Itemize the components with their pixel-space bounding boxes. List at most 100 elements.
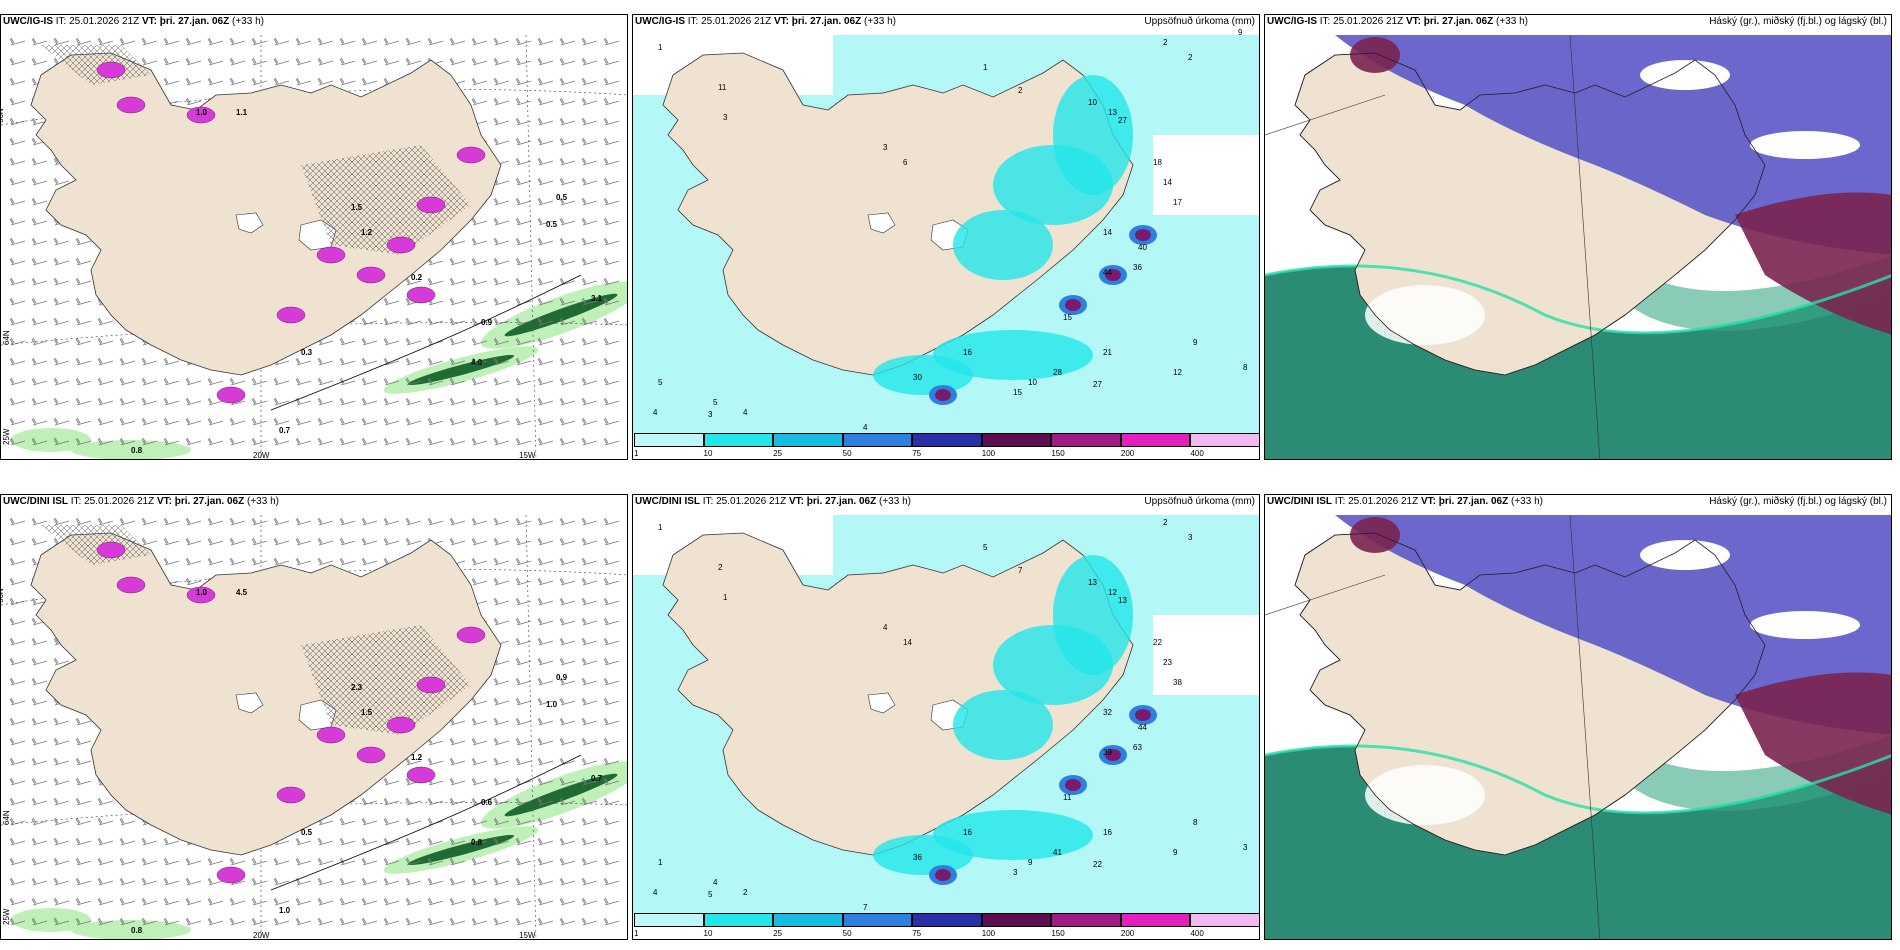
- value-label: 1.5: [351, 203, 363, 212]
- precip-value: 5: [708, 890, 713, 899]
- precip-value: 9: [1028, 858, 1033, 867]
- precip-value: 12: [1108, 588, 1117, 597]
- colorbar-swatch: [773, 913, 843, 927]
- colorbar-tick: 1: [634, 449, 639, 458]
- value-label: 1.2: [361, 228, 373, 237]
- precip-value: 8: [1243, 363, 1248, 372]
- precip-value: 22: [1153, 638, 1162, 647]
- map-accum-precip-ig: 1223113121013271418403644141721282715129…: [633, 15, 1259, 459]
- precip-value: 63: [1133, 743, 1142, 752]
- map-wind-precip-dini: 66N 64N 25W 20W 15W 1.0 0.9 1.0 0.8 0.8 0.7 2.3 1.5 4…: [1, 495, 627, 940]
- precip-value: 4: [863, 423, 868, 432]
- precip-value: 1: [658, 858, 663, 867]
- precip-value: 11: [1063, 793, 1072, 802]
- panel-accum-precip-dini: 1 2 3 1 2 4 5 7 13 12 13 23 22 44 63 39 32 38 16 41 22 11 9 8 3 2…: [632, 494, 1260, 940]
- panel-field-title: Uppsöfnuð úrkoma (mm): [1144, 16, 1255, 27]
- colorbar-tick: 75: [912, 449, 922, 458]
- colorbar-swatch: [634, 433, 704, 447]
- panel-header: UWC/IG-IS IT: 25.01.2026 21Z VT: þri. 27…: [1267, 16, 1528, 27]
- precip-value: 2: [1163, 38, 1168, 47]
- precip-value: 7: [863, 903, 868, 912]
- colorbar-swatch: [981, 913, 1052, 927]
- precip-value: 7: [1018, 566, 1023, 575]
- precip-value: 10: [1028, 378, 1037, 387]
- precip-value: 4: [883, 623, 888, 632]
- precip-value: 44: [1138, 723, 1147, 732]
- precip-value: 9: [1238, 28, 1243, 37]
- value-label: 0.5: [301, 828, 313, 837]
- panel-clouds-ig: UWC/IG-IS IT: 25.01.2026 21Z VT: þri. 27…: [1264, 14, 1892, 460]
- colorbar-swatch: [1051, 913, 1121, 927]
- precip-value: 16: [963, 348, 972, 357]
- value-label: 1.0: [196, 108, 208, 117]
- panel-header: UWC/DINI ISL IT: 25.01.2026 21Z VT: þri.…: [3, 496, 279, 507]
- colorbar: 1 10 25 50 75 100 150 200 400: [633, 911, 1259, 939]
- colorbar-swatch: [773, 433, 843, 447]
- precip-value: 32: [1103, 708, 1112, 717]
- precip-value: 17: [1173, 198, 1182, 207]
- value-label: 0.7: [279, 426, 291, 435]
- value-label: 0.7: [591, 774, 603, 783]
- colorbar-tick: 10: [703, 929, 713, 938]
- precip-value: 5: [713, 398, 718, 407]
- value-label: 0.2: [411, 273, 423, 282]
- colorbar-swatch: [1120, 913, 1191, 927]
- value-label: 4.5: [236, 588, 248, 597]
- precip-value: 8: [1193, 818, 1198, 827]
- colorbar-tick: 50: [842, 449, 852, 458]
- value-label: 4.0: [471, 358, 483, 367]
- value-label: 2.3: [351, 683, 363, 692]
- value-label: 1.2: [411, 753, 423, 762]
- map-clouds-dini: [1265, 495, 1891, 939]
- precip-value: 40: [1138, 243, 1147, 252]
- precip-value: 36: [1133, 263, 1142, 272]
- precip-value: 4: [653, 408, 658, 417]
- map-wind-precip-ig: 66N 64N 25W 20W 15W 0.5 0.5 0.7 0.8 4.0 3.1 1.5 1.2 1…: [1, 15, 627, 460]
- value-label: 0.3: [301, 348, 313, 357]
- precip-value: 18: [1153, 158, 1162, 167]
- lon-label: 15W: [519, 931, 536, 940]
- colorbar: 1 10 25 50 75 100 150 200 400: [633, 431, 1259, 459]
- precip-value: 27: [1118, 116, 1127, 125]
- value-label: 1.1: [236, 108, 248, 117]
- panel-accum-precip-ig: 1 2 2 3 11 3 1 2 10 13 27 14 18 40 36 44 14 17 21 28 27 15 12 9…: [632, 14, 1260, 460]
- precip-value: 2: [718, 563, 723, 572]
- colorbar-tick: 25: [773, 929, 783, 938]
- value-label: 1.0: [196, 588, 208, 597]
- value-label: 0.9: [556, 673, 568, 682]
- precip-value: 15: [1063, 313, 1072, 322]
- precip-value: 4: [653, 888, 658, 897]
- panel-field-title: Háský (gr.), miðský (fj.bl.) og lágský (…: [1709, 16, 1887, 27]
- colorbar-tick: 200: [1120, 929, 1135, 938]
- precip-value: 36: [913, 853, 922, 862]
- colorbar-swatch: [1051, 433, 1121, 447]
- precip-value: 1: [658, 43, 663, 52]
- precip-value: 10: [1088, 98, 1097, 107]
- value-label: 0.6: [481, 798, 493, 807]
- precip-value: 13: [1088, 578, 1097, 587]
- value-label: 1.0: [279, 906, 291, 915]
- lat-label: 64N: [2, 810, 11, 825]
- colorbar-tick: 150: [1051, 929, 1065, 938]
- value-label: 0.8: [131, 446, 143, 455]
- panel-header: UWC/DINI ISL IT: 25.01.2026 21Z VT: þri.…: [1267, 496, 1543, 507]
- value-label: 0.5: [546, 220, 558, 229]
- value-label: 3.1: [591, 294, 603, 303]
- panel-header: UWC/IG-IS IT: 25.01.2026 21Z VT: þri. 27…: [635, 16, 896, 27]
- panel-field-title: Uppsöfnuð úrkoma (mm): [1144, 496, 1255, 507]
- colorbar-tick: 50: [842, 929, 852, 938]
- lon-label: 20W: [253, 931, 270, 940]
- precip-value: 14: [903, 638, 912, 647]
- precip-value: 4: [743, 408, 748, 417]
- precip-value: 16: [1103, 828, 1112, 837]
- precip-value: 2: [1188, 53, 1193, 62]
- colorbar-swatch: [1190, 433, 1259, 447]
- precip-value: 44: [1103, 268, 1112, 277]
- precip-value: 4: [713, 878, 718, 887]
- lon-label: 15W: [519, 451, 536, 460]
- precip-value: 39: [1103, 748, 1112, 757]
- precip-value: 5: [658, 378, 663, 387]
- colorbar-swatch: [1120, 433, 1191, 447]
- precip-value: 2: [1163, 518, 1168, 527]
- value-label: 0.9: [481, 318, 493, 327]
